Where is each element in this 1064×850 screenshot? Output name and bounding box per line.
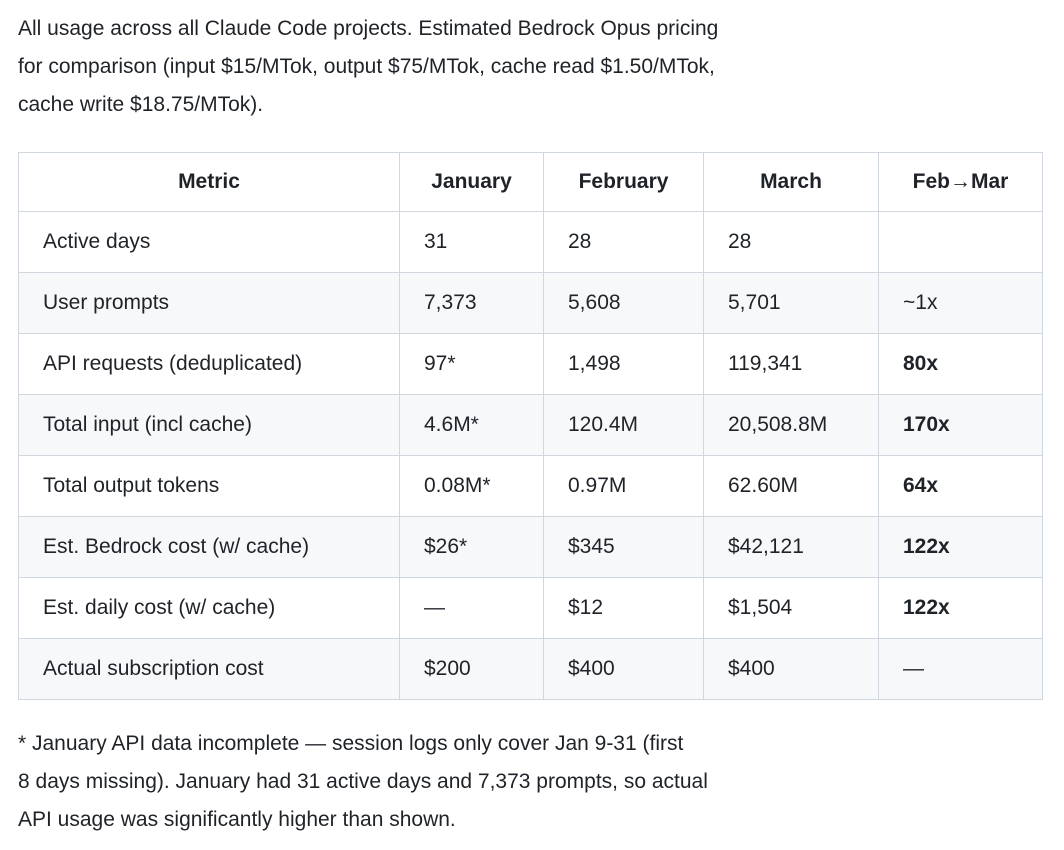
january-cell: 7,373: [399, 272, 544, 334]
metric-cell: Active days: [18, 211, 400, 273]
february-cell: $345: [543, 516, 704, 578]
metric-cell: Total output tokens: [18, 455, 400, 517]
change-cell: 64x: [878, 455, 1043, 517]
change-cell: —: [878, 638, 1043, 700]
intro-line-2: for comparison (input $15/MTok, output $…: [18, 55, 715, 78]
metric-cell: Est. Bedrock cost (w/ cache): [18, 516, 400, 578]
table-row-daily-cost: Est. daily cost (w/ cache) — $12 $1,504 …: [18, 577, 1043, 639]
change-cell: 170x: [878, 394, 1043, 456]
header-january: January: [399, 152, 544, 212]
intro-line-3: cache write $18.75/MTok).: [18, 93, 264, 116]
footnote-line-1: * January API data incomplete — session …: [18, 732, 684, 755]
table-row-active-days: Active days 31 28 28: [18, 211, 1043, 273]
february-cell: 1,498: [543, 333, 704, 395]
march-cell: 62.60M: [703, 455, 879, 517]
march-cell: 20,508.8M: [703, 394, 879, 456]
intro-text: All usage across all Claude Code project…: [18, 10, 1044, 124]
table-row-total-output: Total output tokens 0.08M* 0.97M 62.60M …: [18, 455, 1043, 517]
march-cell: 5,701: [703, 272, 879, 334]
january-cell: 97*: [399, 333, 544, 395]
table-row-api-requests: API requests (deduplicated) 97* 1,498 11…: [18, 333, 1043, 395]
footnote-line-3: API usage was significantly higher than …: [18, 808, 456, 831]
table-row-bedrock-cost: Est. Bedrock cost (w/ cache) $26* $345 $…: [18, 516, 1043, 578]
metric-cell: Est. daily cost (w/ cache): [18, 577, 400, 639]
march-cell: $1,504: [703, 577, 879, 639]
january-cell: $26*: [399, 516, 544, 578]
march-cell: 28: [703, 211, 879, 273]
header-feb-mar: Feb→Mar: [878, 152, 1043, 212]
intro-line-1: All usage across all Claude Code project…: [18, 17, 719, 40]
february-cell: 5,608: [543, 272, 704, 334]
february-cell: $12: [543, 577, 704, 639]
january-cell: 31: [399, 211, 544, 273]
metric-cell: Total input (incl cache): [18, 394, 400, 456]
march-cell: $42,121: [703, 516, 879, 578]
january-cell: —: [399, 577, 544, 639]
metric-cell: API requests (deduplicated): [18, 333, 400, 395]
header-metric: Metric: [18, 152, 400, 212]
footnote-line-2: 8 days missing). January had 31 active d…: [18, 770, 708, 793]
change-cell: 80x: [878, 333, 1043, 395]
metric-cell: Actual subscription cost: [18, 638, 400, 700]
metric-cell: User prompts: [18, 272, 400, 334]
february-cell: 0.97M: [543, 455, 704, 517]
february-cell: 28: [543, 211, 704, 273]
february-cell: 120.4M: [543, 394, 704, 456]
table-row-user-prompts: User prompts 7,373 5,608 5,701 ~1x: [18, 272, 1043, 334]
change-cell: ~1x: [878, 272, 1043, 334]
change-cell: 122x: [878, 577, 1043, 639]
table-row-total-input: Total input (incl cache) 4.6M* 120.4M 20…: [18, 394, 1043, 456]
table-header: Metric January February March Feb→Mar: [18, 152, 1043, 212]
january-cell: $200: [399, 638, 544, 700]
january-cell: 4.6M*: [399, 394, 544, 456]
header-march: March: [703, 152, 879, 212]
march-cell: $400: [703, 638, 879, 700]
table-row-subscription-cost: Actual subscription cost $200 $400 $400 …: [18, 638, 1043, 700]
usage-table: Metric January February March Feb→Mar Ac…: [18, 152, 1043, 700]
change-cell: [878, 211, 1043, 273]
footnote-text: * January API data incomplete — session …: [18, 725, 1044, 839]
march-cell: 119,341: [703, 333, 879, 395]
february-cell: $400: [543, 638, 704, 700]
january-cell: 0.08M*: [399, 455, 544, 517]
header-february: February: [543, 152, 704, 212]
header-row: Metric January February March Feb→Mar: [18, 152, 1043, 212]
change-cell: 122x: [878, 516, 1043, 578]
